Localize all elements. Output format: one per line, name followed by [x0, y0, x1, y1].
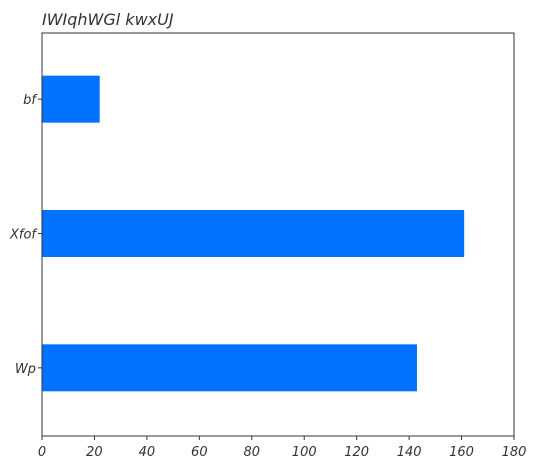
- category-label-Xfof: Xfof: [9, 228, 38, 243]
- x-tick-label: 20: [86, 445, 103, 460]
- category-label-Wp: Wp: [15, 362, 36, 377]
- bar-Xfof: [42, 210, 465, 257]
- chart-title: IWIqhWGl kwxUJ: [42, 10, 174, 29]
- x-tick-label: 140: [397, 445, 422, 460]
- x-tick-label: 160: [449, 445, 474, 460]
- x-axis-ticks: 0 20 40 60 80 100 120 140 160 180: [38, 436, 527, 460]
- category-labels: bf Xfof Wp: [9, 93, 42, 377]
- x-tick-label: 100: [292, 445, 317, 460]
- x-tick-label: 60: [191, 445, 208, 460]
- x-tick-label: 120: [344, 445, 369, 460]
- bar-bf: [42, 75, 100, 123]
- plot-frame: [41, 32, 515, 437]
- x-tick-label: 180: [502, 445, 527, 460]
- x-tick-label: 80: [244, 445, 261, 460]
- x-tick-label: 40: [139, 445, 156, 460]
- bars-group: [42, 75, 465, 392]
- category-label-bf: bf: [23, 93, 38, 108]
- bar-Wp: [42, 344, 417, 392]
- x-tick-label: 0: [38, 445, 46, 460]
